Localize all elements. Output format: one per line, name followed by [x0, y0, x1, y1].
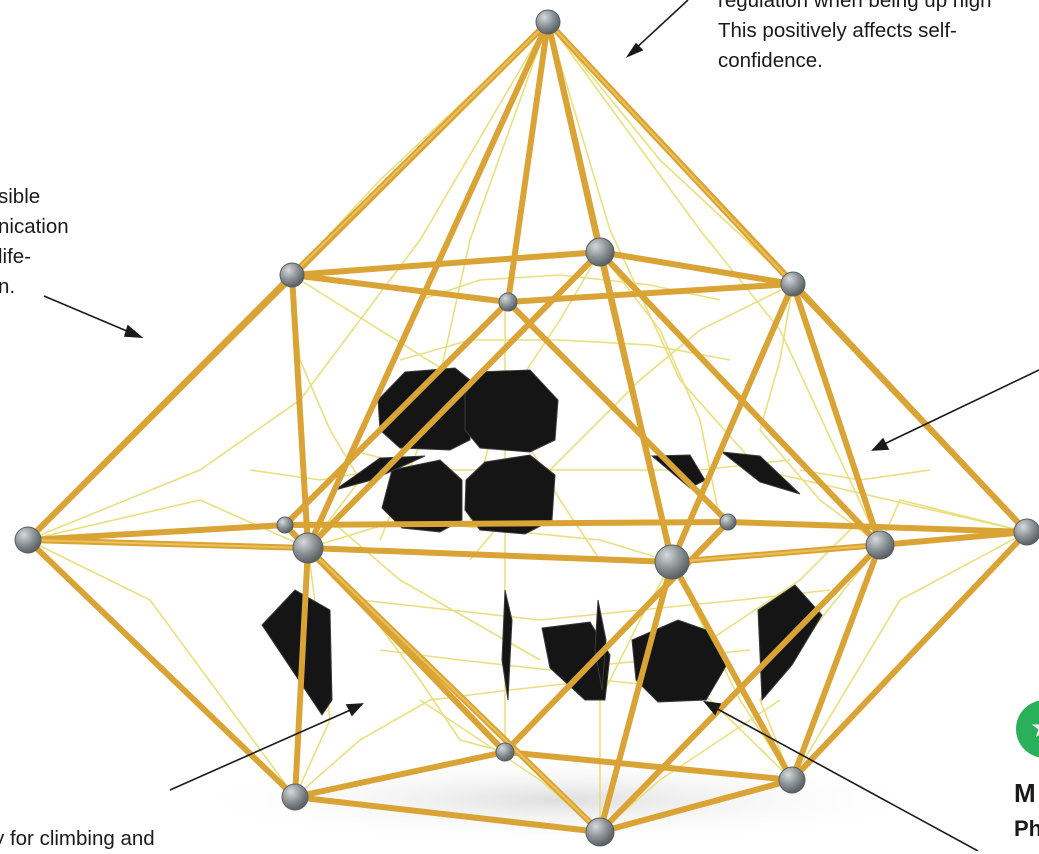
- joint-mid-back-left: [276, 516, 294, 534]
- joint-balls: [14, 9, 1039, 847]
- joint-bottom-right: [778, 766, 806, 794]
- arrow-left: [43, 295, 135, 335]
- annotation-top-right-line-3: confidence.: [718, 49, 823, 72]
- annotation-bottom-right-line-1: M: [1014, 778, 1036, 808]
- joint-upper-left: [279, 262, 305, 288]
- annotation-top-right-line-2: This positively affects self-: [718, 19, 957, 42]
- annotation-arrows: [43, 0, 1039, 851]
- joint-mid-back-right: [719, 513, 737, 531]
- black-panels: [261, 367, 823, 716]
- person-activity-icon: ★: [1016, 700, 1039, 758]
- panel-upper-right: [464, 369, 559, 453]
- joint-bottom-front: [585, 817, 615, 847]
- annotation-bottom-right-line-2: Ph: [1014, 816, 1039, 841]
- annotation-top-right-line-1: regulation when being up high: [718, 0, 992, 12]
- panel-thin-spike-2: [594, 599, 607, 691]
- panel-sliver-far-right: [720, 451, 801, 495]
- panel-lower-right: [757, 584, 823, 702]
- joint-apex: [535, 9, 561, 35]
- arrow-bottom-left: [169, 707, 356, 791]
- annotation-left-line-2: nication: [0, 215, 69, 238]
- joint-mid-right: [865, 530, 895, 560]
- joint-mid-left: [292, 532, 324, 564]
- annotation-left-line-3: life-: [0, 245, 32, 268]
- arrow-top-right: [633, 0, 689, 51]
- joint-upper-back: [498, 292, 518, 312]
- joint-mid-front: [654, 544, 690, 580]
- panel-upper-left: [377, 367, 471, 451]
- joint-upper-right: [780, 271, 806, 297]
- joint-left-tip: [14, 526, 42, 554]
- joint-upper-front: [585, 237, 615, 267]
- arrow-bottom-right: [711, 705, 979, 851]
- annotation-bottom-left: y for climbing and: [0, 827, 155, 850]
- arrow-right: [879, 369, 1039, 447]
- panel-lower-left: [261, 589, 333, 716]
- joint-bottom-left: [281, 783, 309, 811]
- joint-bottom-back: [495, 742, 515, 762]
- panel-thin-spike-1: [501, 589, 513, 701]
- annotation-left-line-4: n.: [0, 275, 16, 298]
- joint-right-tip: [1013, 518, 1039, 546]
- panel-mid-right: [464, 454, 556, 535]
- panel-lower-center: [541, 621, 611, 701]
- tube-highlights: [27, 21, 881, 833]
- annotation-left-line-1: sible: [0, 185, 41, 208]
- icon-glyph: ★: [1030, 714, 1039, 742]
